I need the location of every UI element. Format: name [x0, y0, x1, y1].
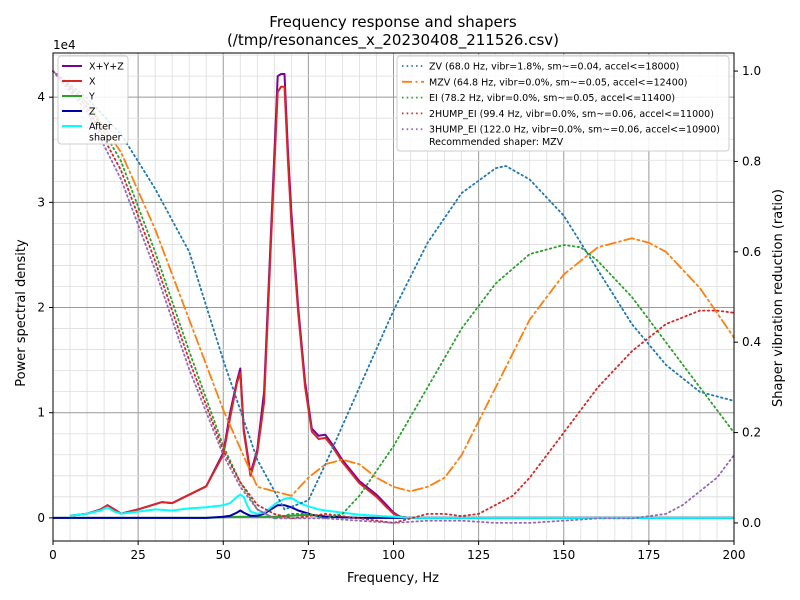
psd-legend-label-line: X — [89, 77, 96, 88]
y-axis-label: Power spectral density — [14, 239, 29, 387]
x-tick-label: 125 — [467, 548, 490, 562]
psd-legend-label: Z — [89, 107, 96, 118]
shaper-line-0 — [52, 70, 735, 511]
y2-axis-ticks: 0.0 0.2 0.4 0.6 0.8 1.0 — [734, 64, 761, 530]
shaper-legend-box — [396, 55, 730, 152]
x-tick-label: 150 — [552, 548, 575, 562]
x-tick-label: 50 — [216, 548, 231, 562]
x-tick-label: 25 — [130, 548, 145, 562]
y-axis-offset-label: 1e4 — [53, 38, 76, 52]
psd-legend-label-line: shaper — [89, 133, 122, 144]
x-tick-label: 0 — [49, 548, 57, 562]
y2-tick-label: 0.6 — [742, 245, 761, 259]
psd-legend-box — [57, 55, 129, 145]
psd-legend-label: X+Y+Z — [89, 62, 124, 73]
y-tick-label: 3 — [37, 195, 45, 209]
shaper-line-3 — [52, 70, 735, 524]
psd-legend-label: Y — [88, 92, 95, 103]
y2-axis-label: Shaper vibration reduction (ratio) — [771, 189, 786, 407]
shaper-legend-items: ZV (68.0 Hz, vibr=1.8%, sm~=0.04, accel<… — [402, 62, 720, 136]
y2-tick-label: 0.2 — [742, 426, 761, 440]
psd-legend-label: After shaper — [89, 122, 122, 144]
y-tick-label: 2 — [37, 301, 45, 315]
y-tick-label: 0 — [37, 511, 45, 525]
shaper-legend-label: MZV (64.8 Hz, vibr=0.0%, sm~=0.05, accel… — [429, 77, 688, 88]
x-tick-label: 100 — [382, 548, 405, 562]
psd-legend-label-line: Y — [88, 92, 95, 103]
psd-legend-label-line: Z — [89, 107, 96, 118]
x-axis-ticks: 0 25 50 75 100 125 150 175 200 — [49, 541, 745, 562]
psd-legend: X+Y+Z XYZ After shaper — [57, 55, 129, 145]
shaper-lines — [52, 70, 735, 524]
y-tick-label: 4 — [37, 90, 45, 104]
y2-tick-label: 0.4 — [742, 335, 761, 349]
y2-tick-label: 0.0 — [742, 516, 761, 530]
shaper-legend-label: ZV (68.0 Hz, vibr=1.8%, sm~=0.04, accel<… — [429, 62, 679, 73]
shaper-legend-label: EI (78.2 Hz, vibr=0.0%, sm~=0.05, accel<… — [429, 93, 675, 104]
y-axis-ticks: 0 1 2 3 4 — [37, 90, 53, 525]
x-axis-label: Frequency, Hz — [347, 571, 439, 586]
shaper-line-4 — [52, 70, 735, 524]
psd-line-1 — [69, 85, 734, 519]
shaper-legend-label: 2HUMP_EI (99.4 Hz, vibr=0.0%, sm~=0.06, … — [429, 109, 714, 120]
x-tick-label: 200 — [723, 548, 746, 562]
y2-tick-label: 0.8 — [742, 154, 761, 168]
x-tick-label: 75 — [301, 548, 316, 562]
psd-legend-label-line: X+Y+Z — [89, 62, 124, 73]
psd-legend-label-line: After — [89, 122, 112, 133]
y2-tick-label: 1.0 — [742, 64, 761, 78]
psd-line-4 — [69, 493, 734, 519]
chart-subtitle: (/tmp/resonances_x_20230408_211526.csv) — [227, 31, 559, 50]
y-tick-label: 1 — [37, 406, 45, 420]
recommended-shaper-text: Recommended shaper: MZV — [429, 137, 564, 148]
psd-legend-label: X — [89, 77, 96, 88]
shaper-line-2 — [52, 70, 735, 520]
shaper-line-1 — [52, 70, 735, 497]
psd-legend-items: X+Y+Z XYZ After shaper — [62, 62, 124, 144]
shaper-legend-label: 3HUMP_EI (122.0 Hz, vibr=0.0%, sm~=0.06,… — [429, 125, 720, 136]
shaper-legend: ZV (68.0 Hz, vibr=1.8%, sm~=0.04, accel<… — [396, 55, 730, 152]
chart-title: Frequency response and shapers — [269, 13, 517, 31]
x-tick-label: 175 — [637, 548, 660, 562]
